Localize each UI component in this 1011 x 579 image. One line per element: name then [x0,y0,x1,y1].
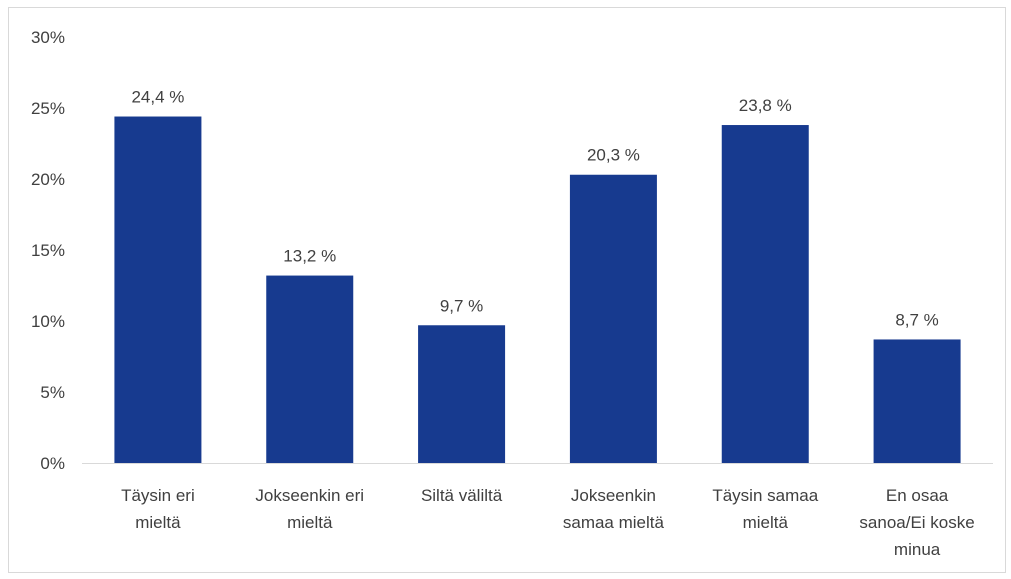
bars [114,116,961,464]
category-label: Jokseenkin samaa mieltä [563,486,665,532]
y-tick-label: 5% [40,383,65,402]
bar [266,275,354,463]
bar [721,125,809,463]
bar-data-label: 13,2 % [283,247,336,266]
bar-data-label: 9,7 % [440,296,483,315]
bar-data-label: 8,7 % [895,310,938,329]
y-tick-label: 15% [31,241,65,260]
category-label: Jokseenkin eri mieltä [255,486,364,532]
category-labels: Täysin eri mieltä Jokseenkin eri mieltä Silt… [121,486,975,559]
bar [569,174,657,464]
category-label: Siltä väliltä [421,486,503,505]
y-tick-label: 20% [31,170,65,189]
data-labels: 24,4 % 13,2 % 9,7 % 20,3 % 23,8 % 8,7 % [131,88,938,330]
category-label: Täysin eri mieltä [121,486,195,532]
category-label: En osaa sanoa/Ei koske minua [859,486,974,559]
y-tick-label: 25% [31,99,65,118]
bar-data-label: 20,3 % [587,146,640,165]
y-tick-label: 30% [31,28,65,47]
y-tick-label: 10% [31,312,65,331]
bar-data-label: 23,8 % [739,96,792,115]
bar [114,116,202,464]
bar [873,339,961,463]
bar-data-label: 24,4 % [131,88,184,107]
y-tick-label: 0% [40,454,65,473]
category-label: Täysin samaa mieltä [712,486,818,532]
bar [418,325,506,463]
y-axis-labels: 0% 5% 10% 15% 20% 25% 30% [31,28,65,473]
